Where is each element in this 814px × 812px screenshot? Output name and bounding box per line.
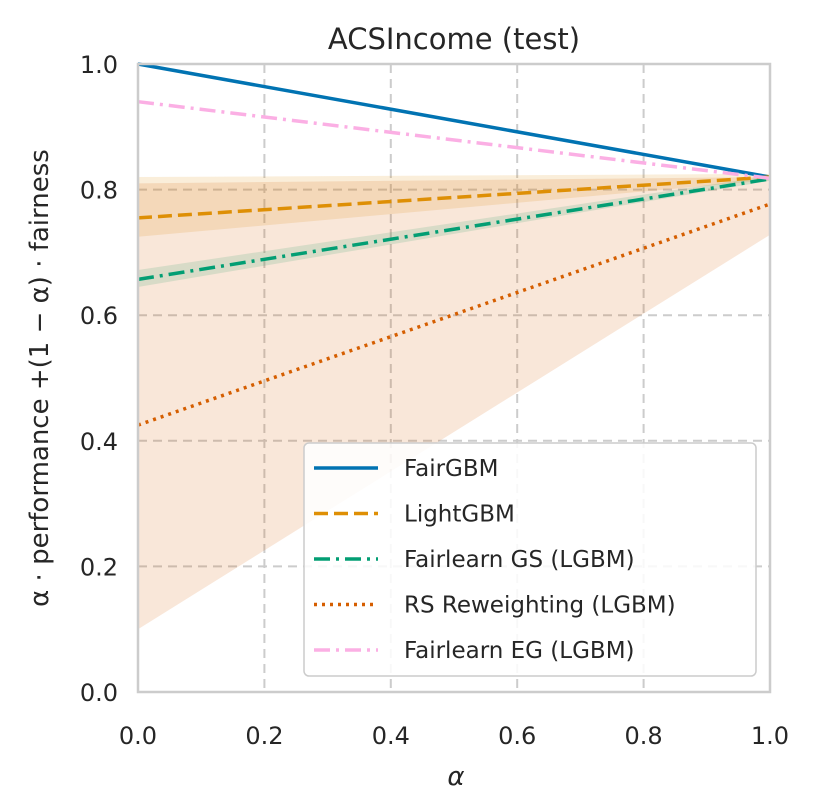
legend-box (303, 442, 757, 677)
band-rs-reweighting-lgbm (138, 177, 770, 630)
y-tick-label: 0.8 (80, 177, 118, 205)
x-tick-label: 0.8 (625, 722, 663, 750)
chart-title: ACSIncome (test) (328, 22, 580, 56)
series-lines (137, 62, 771, 427)
tick-labels: 0.0 0.2 0.4 0.6 0.8 1.0 0.0 0.2 0.4 0.6 0.8 1.0 (80, 51, 789, 750)
band-lightgbm (138, 173, 770, 237)
x-axis-label: α (447, 762, 464, 792)
x-tick-label: 0.6 (498, 722, 536, 750)
y-tick-label: 0.4 (80, 428, 118, 456)
legend-label: FairGBM (404, 456, 499, 482)
x-tick-label: 0.4 (372, 722, 410, 750)
y-tick-label: 0.0 (80, 679, 118, 707)
confidence-bands (138, 173, 770, 630)
line-fairlearn-gs-lgbm (137, 177, 771, 282)
legend-label: RS Reweighting (LGBM) (404, 593, 676, 619)
y-tick-label: 0.6 (80, 302, 118, 330)
legend-label: LightGBM (404, 502, 515, 528)
legend-label: Fairlearn EG (LGBM) (404, 638, 635, 664)
line-fairgbm (137, 62, 771, 179)
line-fairlearn-eg-lgbm (137, 99, 771, 181)
legend: FairGBM LightGBM Fairlearn GS (LGBM) RS Rew… (303, 442, 757, 677)
plot-frame (136, 62, 772, 694)
x-tick-label: 0.0 (119, 722, 157, 750)
y-tick-label: 1.0 (80, 51, 118, 79)
x-tick-label: 0.2 (245, 722, 283, 750)
y-axis-label: α · performance +(1 − α) · fairness (25, 149, 55, 607)
x-tick-label: 1.0 (751, 722, 789, 750)
legend-label: Fairlearn GS (LGBM) (404, 547, 635, 573)
y-tick-label: 0.2 (80, 553, 118, 581)
line-lightgbm (137, 175, 771, 220)
